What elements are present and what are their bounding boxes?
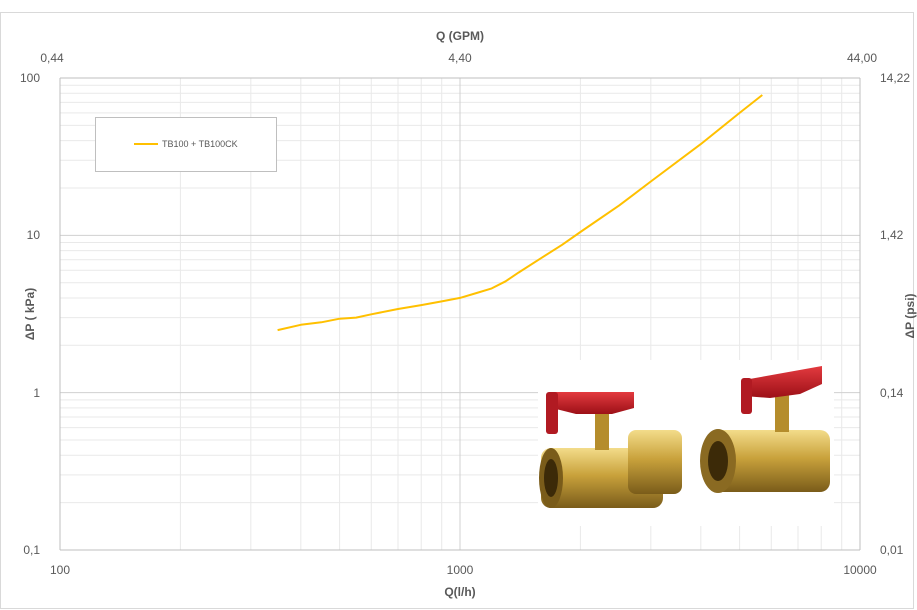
valve-body — [712, 430, 830, 492]
legend-label: TB100 + TB100CK — [162, 139, 238, 149]
valve-left — [539, 392, 682, 508]
valve-stem — [775, 392, 789, 432]
secondary-x-tick-label: 44,00 — [847, 51, 877, 65]
secondary-x-tick-labels: 0,44 4,40 44,00 — [40, 51, 877, 65]
y-tick-label: 100 — [20, 71, 40, 85]
valve-product-photo — [538, 360, 834, 526]
series-layer — [277, 94, 763, 332]
secondary-y-tick-label: 14,22 — [880, 71, 910, 85]
valve-port-bore — [708, 441, 728, 481]
x-tick-label: 1000 — [447, 563, 474, 577]
secondary-y-tick-label: 0,14 — [880, 386, 904, 400]
legend: TB100 + TB100CK — [95, 117, 277, 172]
handle-wing — [741, 378, 752, 414]
red-butterfly-handle — [744, 366, 822, 398]
y-tick-labels: 0,1 1 10 100 — [20, 71, 40, 557]
valve-port-bore — [544, 459, 558, 497]
handle-wing — [546, 392, 558, 434]
x-tick-label: 10000 — [843, 563, 877, 577]
secondary-y-tick-label: 1,42 — [880, 228, 904, 242]
legend-box — [95, 117, 277, 172]
x-tick-labels: 100 1000 10000 — [50, 563, 877, 577]
valve-union-nut — [628, 430, 682, 494]
secondary-y-axis-title: ΔP (psi) — [903, 293, 917, 338]
series-line-0 — [277, 94, 763, 332]
secondary-y-tick-label: 0,01 — [880, 543, 904, 557]
y-axis-title: ΔP ( kPa) — [23, 288, 37, 340]
valve-stem — [595, 404, 609, 450]
y-tick-label: 10 — [27, 228, 41, 242]
secondary-y-tick-labels: 0,01 0,14 1,42 14,22 — [880, 71, 910, 557]
secondary-x-tick-label: 0,44 — [40, 51, 64, 65]
valve-right — [700, 366, 830, 493]
red-butterfly-handle — [552, 392, 634, 414]
x-tick-label: 100 — [50, 563, 70, 577]
secondary-x-axis-title: Q (GPM) — [436, 29, 484, 43]
x-axis-title: Q(l/h) — [444, 585, 475, 599]
y-tick-label: 1 — [33, 386, 40, 400]
secondary-x-tick-label: 4,40 — [448, 51, 472, 65]
y-tick-label: 0,1 — [23, 543, 40, 557]
